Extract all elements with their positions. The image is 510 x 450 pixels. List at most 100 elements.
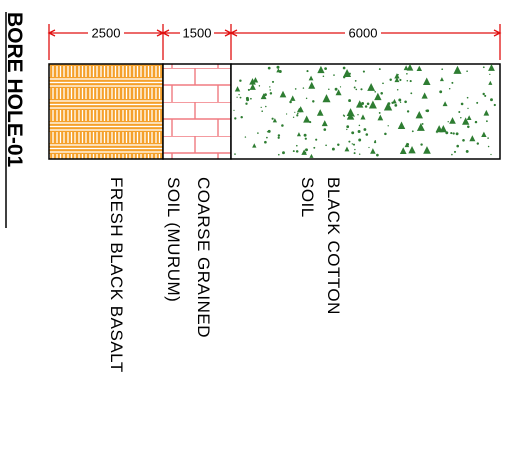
- cotton-speckle: [460, 102, 464, 106]
- cotton-speckle: [363, 128, 367, 131]
- cotton-speckle: [465, 149, 469, 153]
- cotton-speckle: [292, 150, 295, 153]
- cotton-speckle: [362, 70, 365, 73]
- cotton-speckle: [466, 70, 468, 72]
- cotton-speckle: [342, 114, 345, 116]
- cotton-speckle: [482, 66, 485, 69]
- cotton-speckle: [312, 100, 315, 103]
- label-basalt: FRESH BLACK BASALT: [107, 177, 126, 373]
- cotton-speckle: [249, 78, 256, 85]
- cotton-speckle: [462, 117, 470, 125]
- cotton-speckle: [361, 102, 365, 105]
- cotton-speckle: [239, 96, 242, 99]
- cotton-speckle: [245, 102, 248, 105]
- cotton-speckle: [406, 63, 414, 71]
- cotton-speckle: [423, 146, 431, 154]
- cotton-speckle: [451, 81, 454, 84]
- dimension-label-basalt: 2500: [92, 26, 121, 41]
- cotton-speckle: [328, 88, 330, 91]
- cotton-speckle: [260, 93, 267, 100]
- cotton-speckle: [295, 150, 299, 153]
- cotton-speckle: [289, 100, 292, 104]
- cotton-speckle: [408, 146, 416, 154]
- cotton-speckle: [269, 92, 273, 95]
- cotton-speckle: [295, 144, 298, 147]
- cotton-speckle: [374, 90, 377, 93]
- cotton-speckle: [260, 106, 262, 109]
- cotton-speckle: [317, 65, 325, 74]
- cotton-speckle: [282, 151, 285, 155]
- cotton-speckle: [467, 107, 469, 110]
- cotton-speckle: [442, 101, 448, 107]
- cotton-speckle: [271, 117, 274, 120]
- cotton-speckle: [474, 120, 478, 124]
- cotton-speckle: [245, 96, 249, 100]
- cotton-speckle: [236, 96, 238, 98]
- cotton-speckle: [355, 88, 358, 91]
- cotton-speckle: [276, 68, 281, 73]
- cotton-speckle: [378, 68, 381, 71]
- cotton-speckle: [277, 153, 280, 156]
- cotton-speckle: [476, 101, 479, 104]
- cotton-speckle: [447, 121, 449, 123]
- cotton-speckle: [453, 65, 462, 74]
- cotton-speckle: [331, 147, 335, 151]
- cotton-speckle: [303, 133, 307, 137]
- cotton-speckle: [389, 78, 392, 82]
- cotton-speckle: [368, 100, 377, 109]
- cotton-speckle: [353, 115, 355, 117]
- cotton-speckle: [392, 98, 397, 104]
- cotton-speckle: [456, 144, 459, 148]
- cotton-speckle: [378, 111, 381, 114]
- cotton-speckle: [267, 129, 271, 133]
- cotton-speckle: [240, 115, 243, 119]
- cotton-speckle: [264, 140, 267, 144]
- cotton-speckle: [358, 153, 361, 155]
- cotton-speckle: [490, 153, 492, 156]
- cotton-speckle: [404, 100, 407, 104]
- cotton-speckle: [304, 151, 307, 154]
- cotton-speckle: [316, 109, 324, 116]
- cotton-speckle: [334, 87, 338, 91]
- cotton-speckle: [374, 92, 382, 101]
- cotton-speckle: [264, 93, 267, 97]
- cotton-speckle: [460, 116, 462, 119]
- cotton-speckle: [302, 87, 305, 89]
- cotton-speckle: [342, 66, 346, 70]
- cotton-speckle: [445, 131, 449, 135]
- cotton-speckle: [358, 138, 362, 142]
- label-murum-line1: COARSE GRAINED: [194, 177, 213, 338]
- cotton-speckle: [348, 99, 352, 103]
- cotton-speckle: [297, 112, 299, 115]
- cotton-speckle: [265, 105, 267, 108]
- cotton-speckle: [482, 92, 485, 96]
- cotton-speckle: [420, 143, 423, 146]
- cotton-speckle: [257, 132, 259, 134]
- cotton-speckle: [380, 92, 383, 95]
- cotton-speckle: [406, 72, 408, 75]
- cotton-speckle: [406, 110, 410, 113]
- cotton-speckle: [234, 153, 236, 155]
- cotton-speckle: [377, 114, 384, 121]
- cotton-speckle: [294, 111, 296, 113]
- cotton-speckle: [357, 130, 361, 133]
- cotton-speckle: [277, 136, 280, 139]
- cotton-speckle: [296, 132, 301, 137]
- cotton-speckle: [394, 104, 398, 107]
- cotton-speckle: [309, 153, 314, 158]
- cotton-speckle: [301, 149, 307, 155]
- cotton-speckle: [238, 93, 240, 96]
- cotton-speckle: [333, 74, 335, 76]
- dimension-label-cotton: 6000: [349, 26, 378, 41]
- cotton-speckle: [399, 101, 402, 103]
- cotton-speckle: [322, 75, 325, 78]
- cotton-speckle: [337, 143, 340, 147]
- cotton-speckle: [416, 65, 423, 72]
- cotton-speckle: [476, 142, 479, 145]
- cotton-speckle: [303, 115, 311, 123]
- cotton-speckle: [269, 86, 271, 88]
- cotton-speckle: [344, 146, 350, 152]
- cotton-speckle: [325, 144, 327, 147]
- cotton-speckle: [466, 96, 469, 99]
